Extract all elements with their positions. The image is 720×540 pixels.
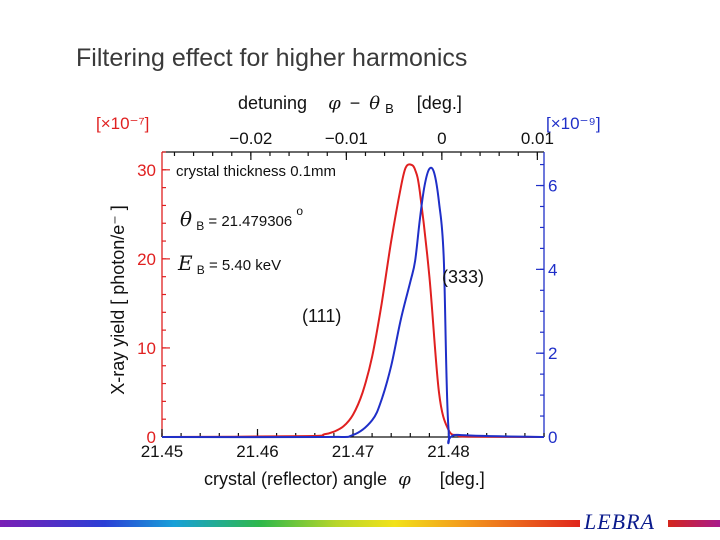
- x-tick-label: 21.46: [236, 442, 279, 461]
- annotation-energy-sub: B: [197, 263, 205, 277]
- top-axis-unit: [deg.]: [417, 93, 462, 113]
- data-series: [161, 163, 545, 445]
- x-tick-label: 21.47: [332, 442, 375, 461]
- x-tick-label: 21.45: [141, 442, 184, 461]
- axis-ticks: [161, 151, 545, 438]
- y-left-tick-label: 0: [147, 428, 156, 447]
- x-axis-title: crystal (reflector) angle φ [deg.]: [204, 469, 485, 490]
- label-333: (333): [442, 267, 484, 287]
- annotation-energy-symbol: E: [177, 251, 193, 275]
- annotation-theta-degree: o: [296, 204, 303, 218]
- top-axis-theta: θ: [369, 93, 380, 114]
- x-axis-title-text: crystal (reflector) angle: [204, 469, 387, 489]
- y-left-tick-label: 30: [137, 161, 156, 180]
- top-tick-label: −0.01: [325, 129, 368, 148]
- y-left-tick-label: 20: [137, 250, 156, 269]
- y-right-tick-label: 6: [548, 177, 557, 196]
- x-axis-title-unit: [deg.]: [440, 469, 485, 489]
- y-right-tick-label: 4: [548, 260, 557, 279]
- top-axis-prefix: detuning: [238, 93, 307, 113]
- top-tick-label: −0.02: [229, 129, 272, 148]
- slide-title: Filtering effect for higher harmonics: [76, 44, 468, 72]
- footer-rainbow-bar: [0, 520, 580, 527]
- annotation-theta-symbol: θ: [180, 207, 192, 231]
- top-axis-phi: φ: [328, 93, 341, 114]
- top-axis-minus: −: [350, 93, 361, 113]
- series-333-line: [161, 166, 545, 445]
- annotation-thickness: crystal thickness 0.1mm: [176, 163, 336, 180]
- top-tick-label: 0: [437, 129, 446, 148]
- plot-frame: [161, 151, 545, 438]
- y-right-tick-label: 2: [548, 344, 557, 363]
- axis-tick-labels: 21.45 21.46 21.47 21.48−0.02 −0.01 0 0.0101020…: [137, 129, 557, 461]
- right-multiplier: [×10⁻⁹]: [546, 114, 601, 133]
- annotation-energy-value: = 5.40 keV: [209, 257, 281, 274]
- footer-rainbow-bar-tail: [668, 520, 720, 527]
- annotation-theta-value: = 21.479306: [208, 213, 292, 230]
- top-axis-title: detuning φ − θ B [deg.]: [238, 93, 462, 117]
- y-left-tick-label: 10: [137, 339, 156, 358]
- annotation-energy: E B = 5.40 keV: [177, 251, 281, 278]
- x-tick-label: 21.48: [427, 442, 470, 461]
- lebra-logo: LEBRA: [584, 509, 655, 534]
- annotation-theta: θ B = 21.479306 o: [180, 204, 303, 234]
- x-axis-title-symbol: φ: [398, 469, 411, 490]
- label-111: (111): [302, 306, 341, 326]
- series-111-line: [161, 163, 545, 438]
- top-axis-sub: B: [385, 101, 394, 116]
- annotation-theta-sub: B: [196, 219, 204, 233]
- top-tick-label: 0.01: [521, 129, 554, 148]
- y-right-tick-label: 0: [548, 428, 557, 447]
- left-axis-title: X-ray yield [ photon/e⁻ ]: [108, 205, 128, 395]
- left-multiplier: [×10⁻⁷]: [96, 114, 149, 133]
